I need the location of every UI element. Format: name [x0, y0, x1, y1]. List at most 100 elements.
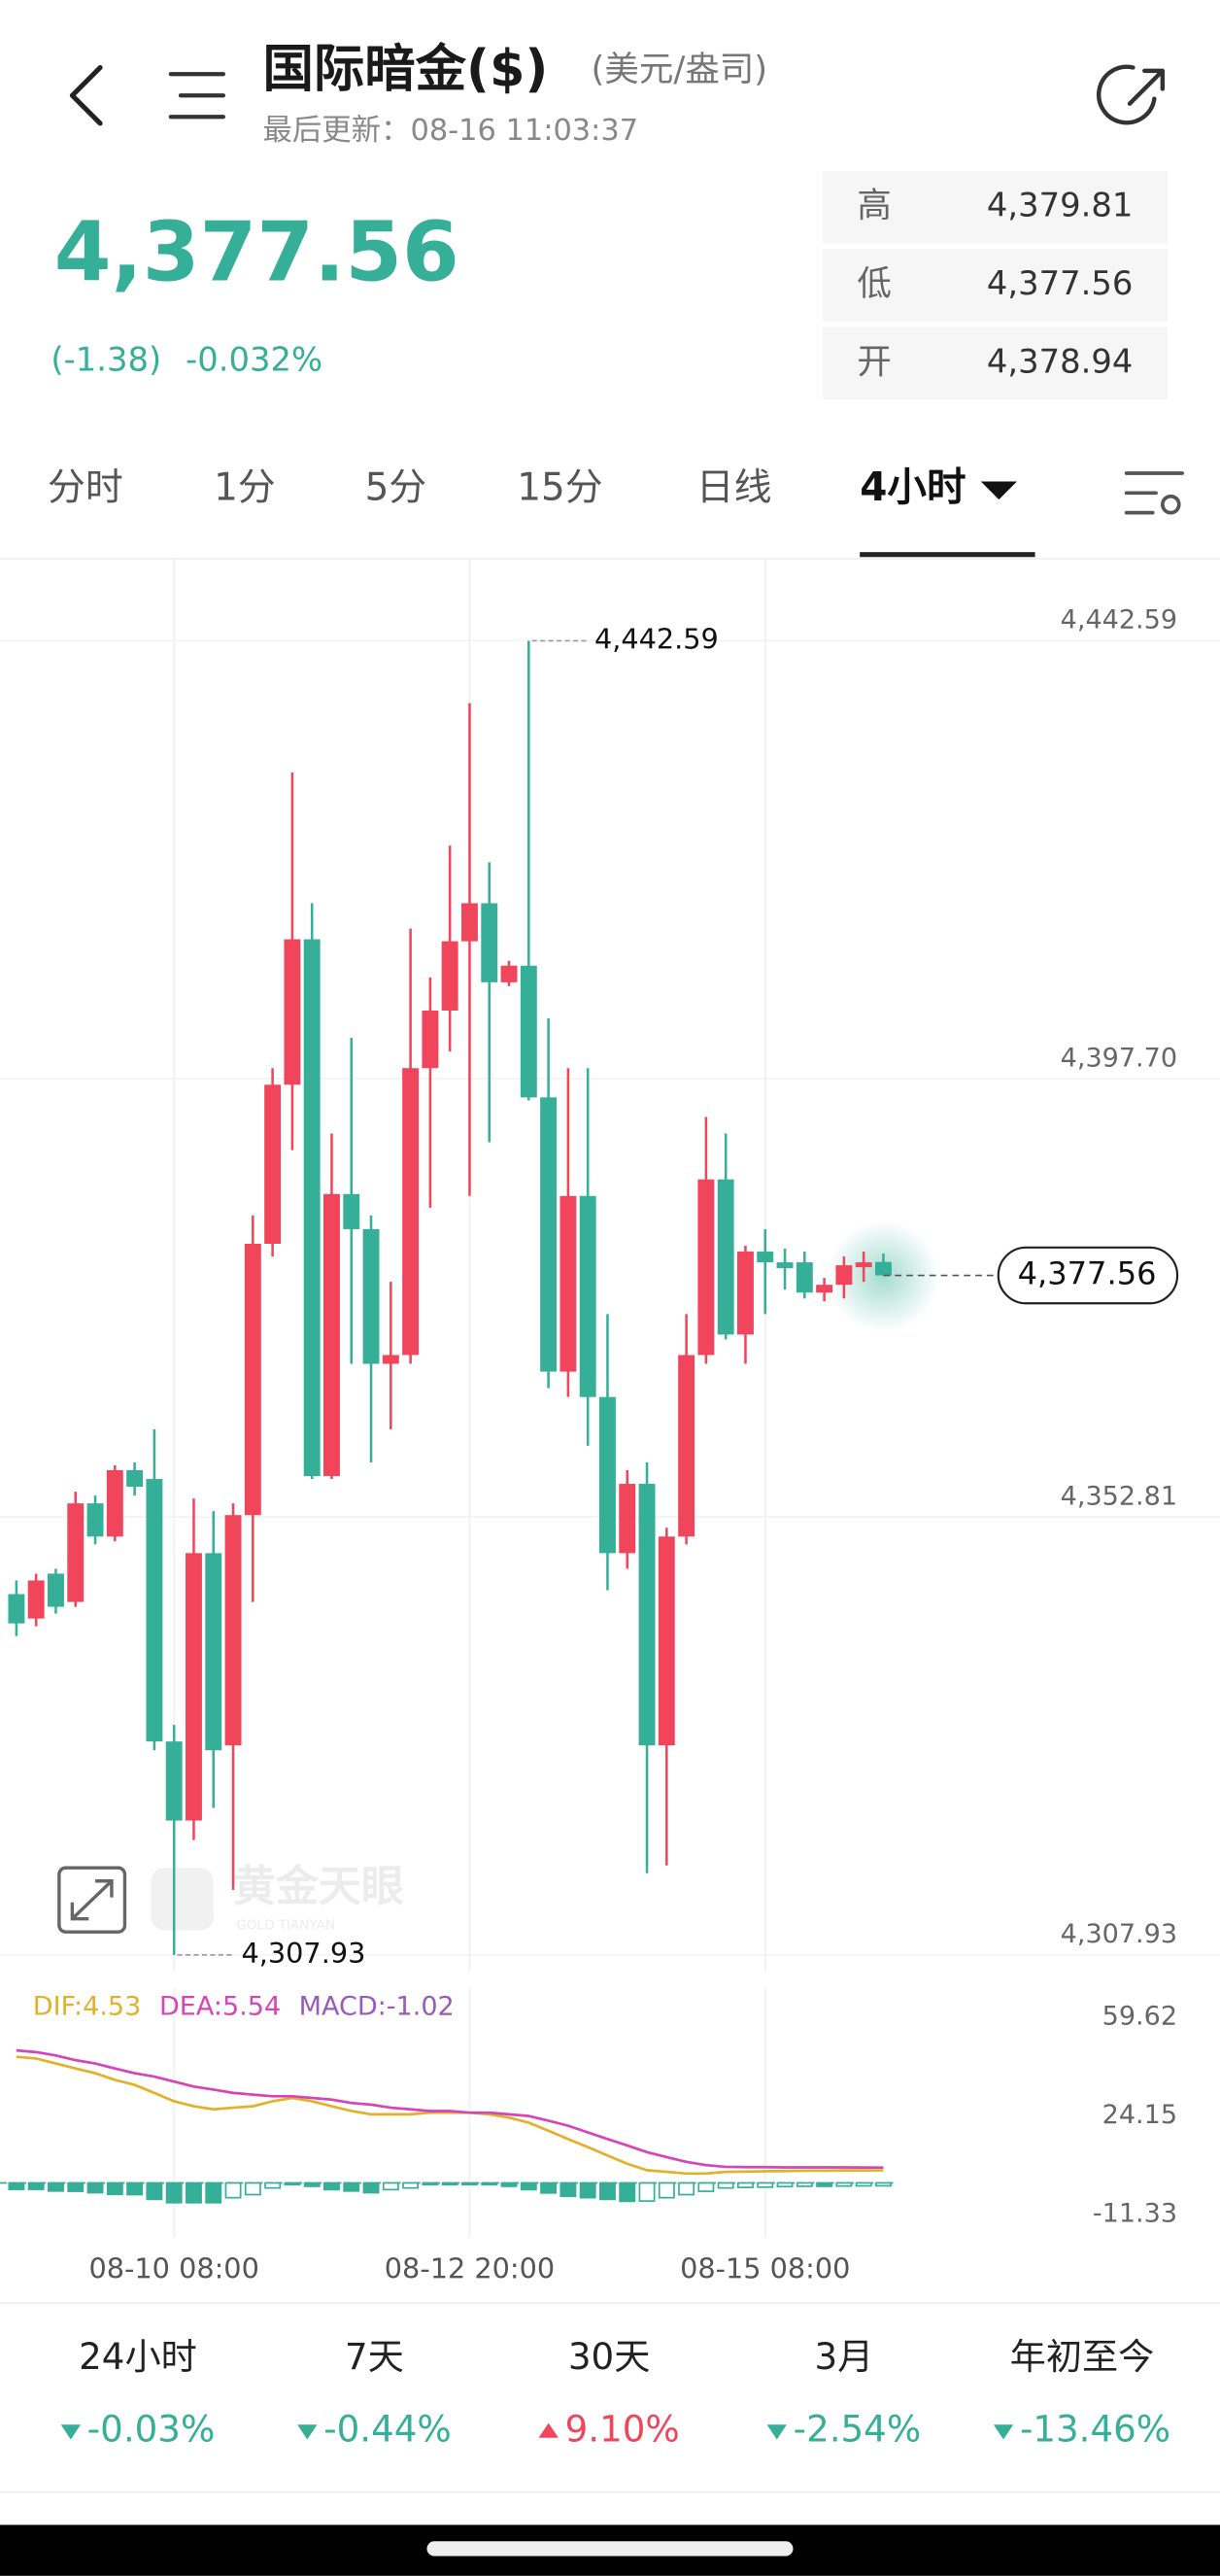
tab-dropdown-arrow[interactable]	[980, 481, 1017, 500]
macd-bar	[776, 2181, 794, 2188]
macd-line	[16, 2048, 884, 2170]
macd-bar	[520, 2181, 537, 2191]
candle-body	[697, 1179, 715, 1356]
page-title: 国际暗金($)	[262, 40, 548, 99]
stat-row-bg	[822, 170, 1168, 244]
period-tab[interactable]: 5分	[365, 465, 427, 509]
macd-tick-label: 24.15	[1102, 2100, 1177, 2130]
x-tick-label: 08-15 08:00	[680, 2251, 850, 2284]
candle-body	[86, 1503, 104, 1537]
direction-arrow	[297, 2424, 318, 2440]
candle-body	[461, 903, 478, 942]
period-tab[interactable]: 分时	[48, 465, 123, 509]
candle-body	[579, 1195, 596, 1397]
candle-body	[855, 1262, 872, 1268]
expand-button[interactable]	[57, 1866, 127, 1934]
candle-body	[540, 1097, 558, 1372]
macd-bar	[146, 2181, 163, 2201]
period-tab[interactable]: 1分	[214, 465, 276, 509]
home-indicator[interactable]	[426, 2541, 794, 2557]
macd-bar	[796, 2181, 813, 2187]
chart-settings[interactable]	[1124, 471, 1184, 515]
period-label[interactable]: 7天	[345, 2335, 404, 2378]
period-change[interactable]: -0.44%	[323, 2408, 452, 2451]
macd-bar	[559, 2181, 577, 2198]
candle-body	[48, 1573, 64, 1607]
stat-value: 4,378.94	[987, 342, 1134, 380]
direction-arrow	[60, 2424, 82, 2440]
candle-body	[165, 1741, 183, 1821]
y-tick-label: 4,397.70	[1061, 1043, 1177, 1073]
macd-tick-label: 59.62	[1102, 2002, 1177, 2032]
unit: (美元/盎司)	[592, 50, 768, 89]
period-change[interactable]: 9.10%	[565, 2408, 680, 2451]
candle-body	[106, 1469, 123, 1537]
candle-body	[737, 1252, 754, 1335]
period-tab[interactable]: 日线	[696, 465, 772, 509]
stat-row-bg	[822, 326, 1168, 399]
candle-body	[757, 1252, 774, 1263]
macd-bar	[323, 2181, 340, 2191]
period-label[interactable]: 30天	[568, 2335, 650, 2378]
macd-bar	[422, 2181, 439, 2186]
candle-body	[343, 1193, 360, 1229]
y-tick-label: 4,442.59	[1061, 605, 1177, 635]
macd-bar	[362, 2181, 380, 2194]
low-label: 4,307.93	[241, 1937, 365, 1970]
macd-bar	[697, 2181, 715, 2192]
macd-bar	[461, 2181, 478, 2186]
macd-bar	[500, 2181, 518, 2187]
period-label[interactable]: 年初至今	[1010, 2335, 1155, 2378]
last-price-box	[997, 1246, 1179, 1305]
share-arc	[1097, 64, 1157, 125]
macd-bar	[284, 2181, 301, 2186]
candle-body	[816, 1285, 833, 1293]
macd-bar	[165, 2181, 183, 2204]
share-button[interactable]	[1097, 64, 1166, 125]
macd-bar	[106, 2181, 123, 2196]
period-label[interactable]: 3月	[814, 2335, 873, 2378]
candle-body	[284, 939, 301, 1085]
macd-bar	[835, 2181, 853, 2187]
period-tab[interactable]: 15分	[517, 465, 602, 509]
back-button[interactable]	[69, 64, 103, 126]
stat-row-bg	[822, 249, 1168, 322]
candle-body	[264, 1084, 282, 1245]
period-change[interactable]: -0.03%	[87, 2408, 216, 2451]
macd-bar	[27, 2181, 45, 2190]
macd-bar	[638, 2181, 656, 2202]
period-change[interactable]: -2.54%	[794, 2408, 922, 2451]
candle-body	[8, 1594, 25, 1624]
last-price-glow	[827, 1220, 939, 1333]
last-price-label: 4,377.56	[1018, 1255, 1157, 1292]
candle-body	[658, 1536, 675, 1746]
period-tab[interactable]: 4小时	[860, 464, 966, 510]
x-tick-label: 08-12 20:00	[385, 2251, 555, 2284]
candle-body	[678, 1355, 695, 1537]
macd-bar	[875, 2181, 892, 2187]
macd-bar	[717, 2181, 734, 2189]
candle-body	[500, 965, 518, 982]
direction-arrow	[766, 2424, 787, 2440]
candle-body	[599, 1396, 616, 1554]
watermark-subtitle: GOLD TIANYAN	[236, 1917, 335, 1933]
macd-bar	[757, 2181, 774, 2188]
period-change[interactable]: -13.46%	[1020, 2408, 1170, 2451]
macd-bar	[224, 2181, 242, 2199]
macd-legend: MACD:-1.02	[299, 1991, 455, 2021]
period-label[interactable]: 24小时	[79, 2335, 197, 2378]
candle-body	[520, 965, 537, 1098]
stat-value: 4,379.81	[987, 187, 1134, 224]
macd-bar	[658, 2181, 675, 2199]
menu-button[interactable]	[168, 72, 226, 120]
candle-body	[382, 1355, 399, 1364]
macd-bar	[343, 2181, 360, 2192]
macd-bar	[737, 2181, 754, 2188]
x-tick-label: 08-10 08:00	[89, 2251, 259, 2284]
macd-bar	[48, 2181, 64, 2192]
macd-bar	[855, 2181, 872, 2187]
candle-body	[323, 1193, 340, 1477]
candle-body	[875, 1261, 892, 1276]
update-time: 最后更新：08-16 11:03:37	[262, 114, 638, 148]
